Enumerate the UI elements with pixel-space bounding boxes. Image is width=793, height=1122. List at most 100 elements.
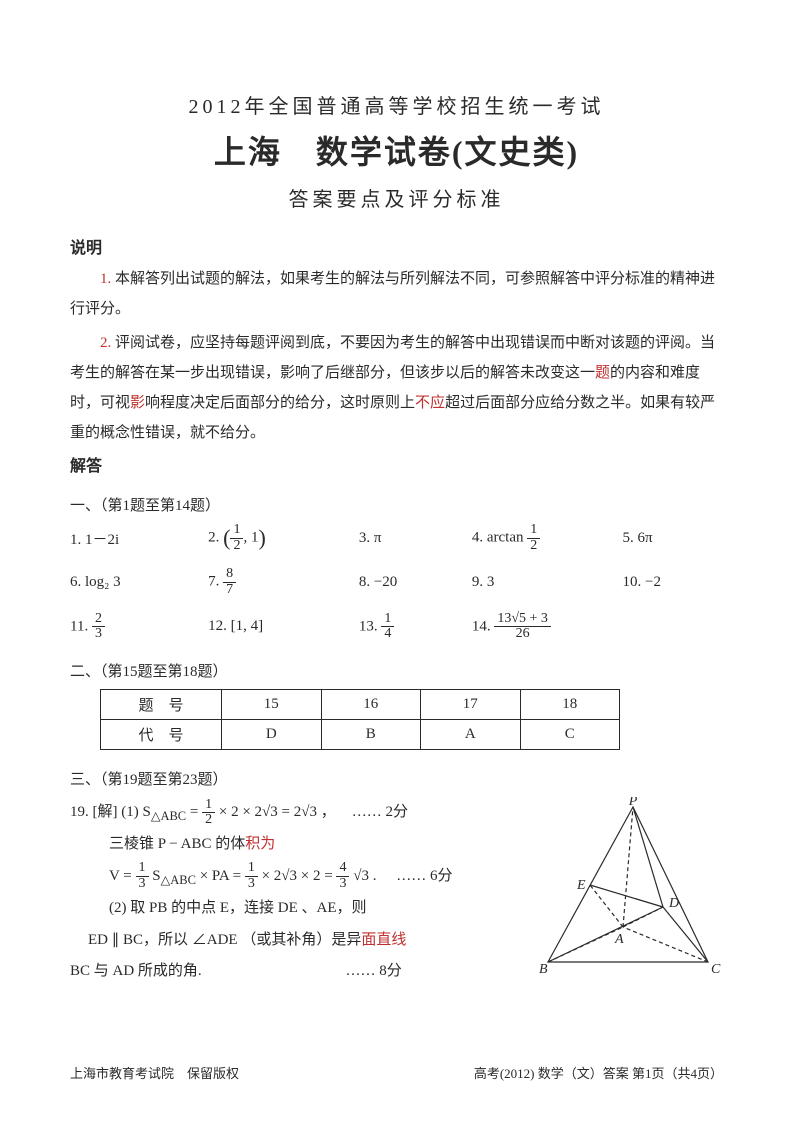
l3e: √3 .: [349, 868, 380, 884]
fig-label-D: D: [668, 896, 679, 911]
q19-line4: (2) 取 PB 的中点 E，连接 DE 、AE，则: [70, 893, 510, 925]
ans-2-n: 1: [230, 523, 243, 539]
cell: 代 号: [101, 720, 222, 750]
l1c: × 2 × 2√3 = 2√3 ，: [215, 804, 336, 820]
l3f2d: 3: [245, 877, 258, 892]
ans-2-pre: 2.: [208, 530, 223, 546]
l3b: S: [149, 868, 161, 884]
l3f1n: 1: [136, 861, 149, 877]
l6score: …… 8分: [345, 956, 401, 988]
l3c: × PA =: [196, 868, 245, 884]
ans-13-pre: 13.: [359, 618, 382, 634]
ans-7-n: 8: [223, 567, 236, 583]
l5a: ED ∥ BC，所以 ∠ADE （或其补角）是异: [88, 932, 361, 948]
cell: A: [421, 720, 521, 750]
ans-6: 6. log₂ 3: [70, 574, 208, 591]
cell: D: [222, 720, 322, 750]
ans-10: 10. −2: [623, 574, 723, 591]
para2-num: 2.: [100, 335, 111, 351]
l2a: 三棱锥 P − ABC 的体: [109, 836, 245, 852]
fig-label-C: C: [711, 962, 721, 977]
l5hl: 面直线: [361, 932, 406, 948]
ans-2-d: 2: [230, 539, 243, 554]
tetrahedron-figure: P E D A B C: [533, 797, 723, 987]
answer-label: 解答: [70, 452, 723, 476]
q19-line1: 19. [解] (1) S△ABC = 12 × 2 × 2√3 = 2√3 ，…: [70, 797, 510, 829]
cell: B: [321, 720, 421, 750]
ans-4: 4. arctan 12: [472, 523, 623, 553]
footer-left: 上海市教育考试院 保留版权: [70, 1063, 239, 1082]
l3sub: △ABC: [161, 873, 196, 887]
notes-label: 说明: [70, 234, 723, 258]
q19-wrap: 19. [解] (1) S△ABC = 12 × 2 × 2√3 = 2√3 ，…: [70, 797, 723, 988]
l1n: 1: [202, 798, 215, 814]
choice-table: 题 号 15 16 17 18 代 号 D B A C: [100, 689, 620, 750]
l1score: …… 2分: [352, 797, 408, 829]
l3f1d: 3: [136, 877, 149, 892]
table-row: 题 号 15 16 17 18: [101, 690, 620, 720]
ans-4-n: 1: [527, 523, 540, 539]
notes-para-2: 2. 评阅试卷，应坚持每题评阅到底，不要因为考生的解答中出现错误而中断对该题的评…: [70, 328, 723, 448]
q19-line2: 三棱锥 P − ABC 的体积为: [70, 829, 510, 861]
ans-3: 3. π: [359, 530, 472, 547]
ans-5: 5. 6π: [623, 530, 723, 547]
l1a: 19. [解] (1) S: [70, 804, 151, 820]
answer-grid: 1. 1－2i 2. (12, 1) 3. π 4. arctan 12 5. …: [70, 523, 723, 642]
fig-label-E: E: [576, 878, 586, 893]
ans-7: 7. 87: [208, 567, 359, 597]
l3d: × 2√3 × 2 =: [258, 868, 337, 884]
fig-label-A: A: [614, 932, 624, 947]
l1d: 2: [202, 813, 215, 828]
ans-11: 11. 23: [70, 612, 208, 642]
title: 上海 数学试卷(文史类): [70, 127, 723, 173]
l3f3n: 4: [336, 861, 349, 877]
ans-14-n: 13√5 + 3: [494, 612, 551, 628]
page: 2012年全国普通高等学校招生统一考试 上海 数学试卷(文史类) 答案要点及评分…: [0, 0, 793, 1122]
para2-hl2: 影: [130, 395, 145, 411]
ans-9: 9. 3: [472, 574, 623, 591]
cell: 18: [520, 690, 620, 720]
cell: 16: [321, 690, 421, 720]
ans-13: 13. 14: [359, 612, 472, 642]
cell: C: [520, 720, 620, 750]
l3a: V =: [109, 868, 136, 884]
section3-heading: 三、（第19题至第23题）: [70, 768, 723, 789]
footer: 上海市教育考试院 保留版权 高考(2012) 数学（文）答案 第1页（共4页）: [70, 1063, 723, 1082]
l6: BC 与 AD 所成的角.: [70, 963, 202, 979]
l1b: =: [186, 804, 202, 820]
ans-13-n: 1: [381, 612, 394, 628]
cell: 15: [222, 690, 322, 720]
table-row: 代 号 D B A C: [101, 720, 620, 750]
section1-heading: 一、（第1题至第14题）: [70, 494, 723, 515]
ans-14-d: 26: [494, 627, 551, 642]
fig-label-B: B: [539, 962, 548, 977]
section2-heading: 二、（第15题至第18题）: [70, 660, 723, 681]
ans-11-d: 3: [92, 627, 105, 642]
ans-7-d: 7: [223, 583, 236, 598]
ans-11-n: 2: [92, 612, 105, 628]
para2-hl1: 题: [595, 365, 610, 381]
ans-14-pre: 14.: [472, 618, 495, 634]
q19-line6: BC 与 AD 所成的角. …… 8分: [70, 956, 510, 988]
q19-line5: ED ∥ BC，所以 ∠ADE （或其补角）是异面直线: [70, 925, 510, 957]
cell: 题 号: [101, 690, 222, 720]
ans-1: 1. 1－2i: [70, 528, 208, 549]
ans-7-pre: 7.: [208, 574, 223, 590]
ans-12: 12. [1, 4]: [208, 618, 359, 635]
l2hl: 积为: [245, 836, 275, 852]
ans-8: 8. −20: [359, 574, 472, 591]
para2-hl3: 不应: [415, 395, 445, 411]
subtitle: 答案要点及评分标准: [70, 183, 723, 212]
ans-14: 14. 13√5 + 326: [472, 612, 623, 642]
ans-4-d: 2: [527, 539, 540, 554]
l1sub: △ABC: [151, 809, 186, 823]
footer-right: 高考(2012) 数学（文）答案 第1页（共4页）: [474, 1063, 723, 1082]
para1-text: 本解答列出试题的解法，如果考生的解法与所列解法不同，可参照解答中评分标准的精神进…: [70, 271, 715, 317]
para1-num: 1.: [100, 271, 111, 287]
pretitle: 2012年全国普通高等学校招生统一考试: [70, 90, 723, 119]
para2c: 响程度决定后面部分的给分，这时原则上: [145, 395, 415, 411]
ans-11-pre: 11.: [70, 618, 92, 634]
ans-13-d: 4: [381, 627, 394, 642]
l3score: …… 6分: [396, 861, 452, 893]
fig-label-P: P: [628, 797, 638, 809]
